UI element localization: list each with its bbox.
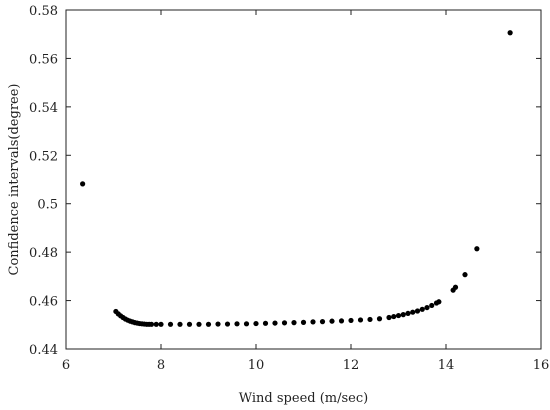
data-point xyxy=(410,309,416,315)
data-point xyxy=(243,321,250,327)
data-point xyxy=(234,321,240,327)
data-point xyxy=(405,310,411,317)
data-point xyxy=(167,321,174,327)
data-point xyxy=(253,320,259,327)
data-point xyxy=(300,319,307,325)
x-axis-label: Wind speed (m/sec) xyxy=(239,391,368,406)
data-point xyxy=(80,181,86,187)
data-point xyxy=(424,304,430,311)
data-point xyxy=(400,312,406,318)
data-point xyxy=(395,312,402,319)
x-tick-label: 12 xyxy=(343,358,360,373)
y-tick-label: 0.56 xyxy=(29,52,58,67)
data-point xyxy=(386,314,392,321)
data-point xyxy=(367,316,373,323)
data-point xyxy=(310,319,316,325)
y-tick-label: 0.58 xyxy=(29,4,58,19)
data-point xyxy=(319,319,326,325)
data-point xyxy=(329,318,335,324)
data-point xyxy=(436,299,442,305)
data-point xyxy=(153,321,159,327)
x-tick-label: 16 xyxy=(533,358,550,373)
y-tick-label: 0.54 xyxy=(29,101,58,116)
data-point xyxy=(205,321,212,327)
data-point xyxy=(177,321,183,327)
data-point xyxy=(452,284,459,290)
y-tick-label: 0.52 xyxy=(29,149,58,164)
data-point xyxy=(419,306,425,312)
plot-frame xyxy=(65,9,542,350)
data-point xyxy=(338,318,345,324)
data-point xyxy=(462,272,468,278)
data-point xyxy=(474,246,480,252)
data-point xyxy=(348,317,354,324)
data-point xyxy=(224,321,231,327)
data-point xyxy=(272,320,278,326)
x-tick-label: 8 xyxy=(157,358,165,373)
data-point xyxy=(215,321,221,327)
y-tick-label: 0.46 xyxy=(29,295,58,310)
data-point xyxy=(391,313,397,320)
data-point xyxy=(281,320,288,326)
data-point xyxy=(262,320,269,326)
data-point xyxy=(376,316,383,322)
axis-ticks: 6 8 10 12 14 16 0.44 0.46 0.48 0.5 0.52 0.54 0.56 0.5… xyxy=(29,4,549,373)
data-points xyxy=(80,30,513,327)
y-tick-label: 0.48 xyxy=(29,246,58,261)
data-point xyxy=(148,321,155,327)
x-tick-label: 6 xyxy=(62,358,70,373)
y-axis-label: Confidence intervals(degree) xyxy=(7,84,22,276)
data-point xyxy=(291,320,297,326)
data-point xyxy=(196,321,202,327)
data-point xyxy=(414,308,421,314)
y-tick-label: 0.44 xyxy=(29,343,58,358)
y-tick-label: 0.5 xyxy=(37,198,58,213)
data-point xyxy=(357,317,364,323)
data-point xyxy=(186,321,193,327)
data-point xyxy=(429,302,435,309)
data-point xyxy=(158,321,164,327)
data-point xyxy=(507,30,513,36)
x-tick-label: 10 xyxy=(248,358,265,373)
x-tick-label: 14 xyxy=(438,358,455,373)
